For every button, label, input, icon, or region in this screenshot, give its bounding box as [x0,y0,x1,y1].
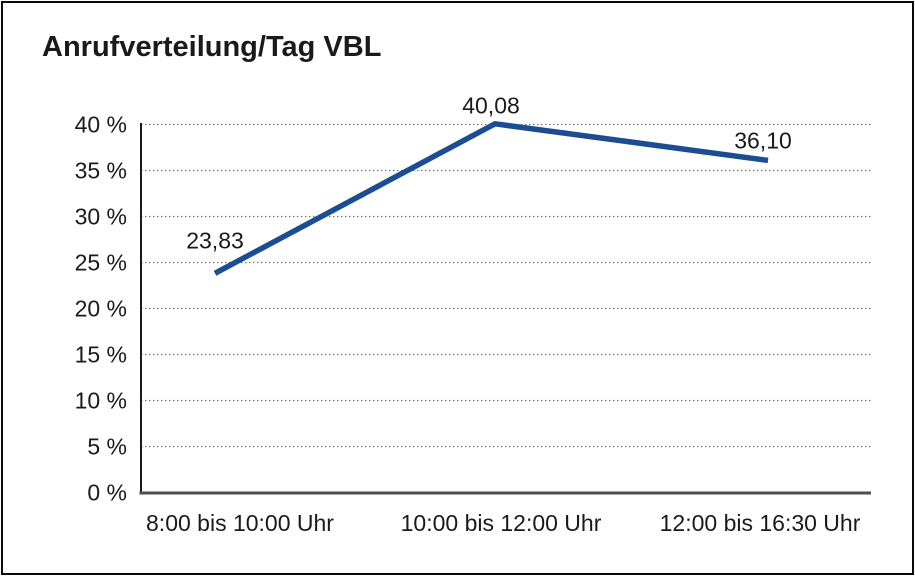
data-point-label: 40,08 [462,92,520,118]
y-tick-label: 40 % [75,112,127,138]
y-tick-label: 15 % [75,342,127,368]
y-tick-label: 0 % [87,480,127,506]
data-line [213,120,769,276]
x-axis-label: 12:00 bis 16:30 Uhr [660,510,861,536]
y-tick-label: 10 % [75,388,127,414]
y-tick-label: 25 % [75,250,127,276]
x-axis-label: 10:00 bis 12:00 Uhr [401,510,602,536]
data-point-label: 36,10 [734,127,792,153]
x-axis-label: 8:00 bis 10:00 Uhr [146,510,334,536]
y-tick-label: 35 % [75,158,127,184]
data-point-label: 23,83 [186,227,244,253]
y-tick-label: 20 % [75,296,127,322]
y-tick-label: 5 % [87,434,127,460]
y-tick-label: 30 % [75,204,127,230]
chart-title: Anrufverteilung/Tag VBL [42,31,382,63]
